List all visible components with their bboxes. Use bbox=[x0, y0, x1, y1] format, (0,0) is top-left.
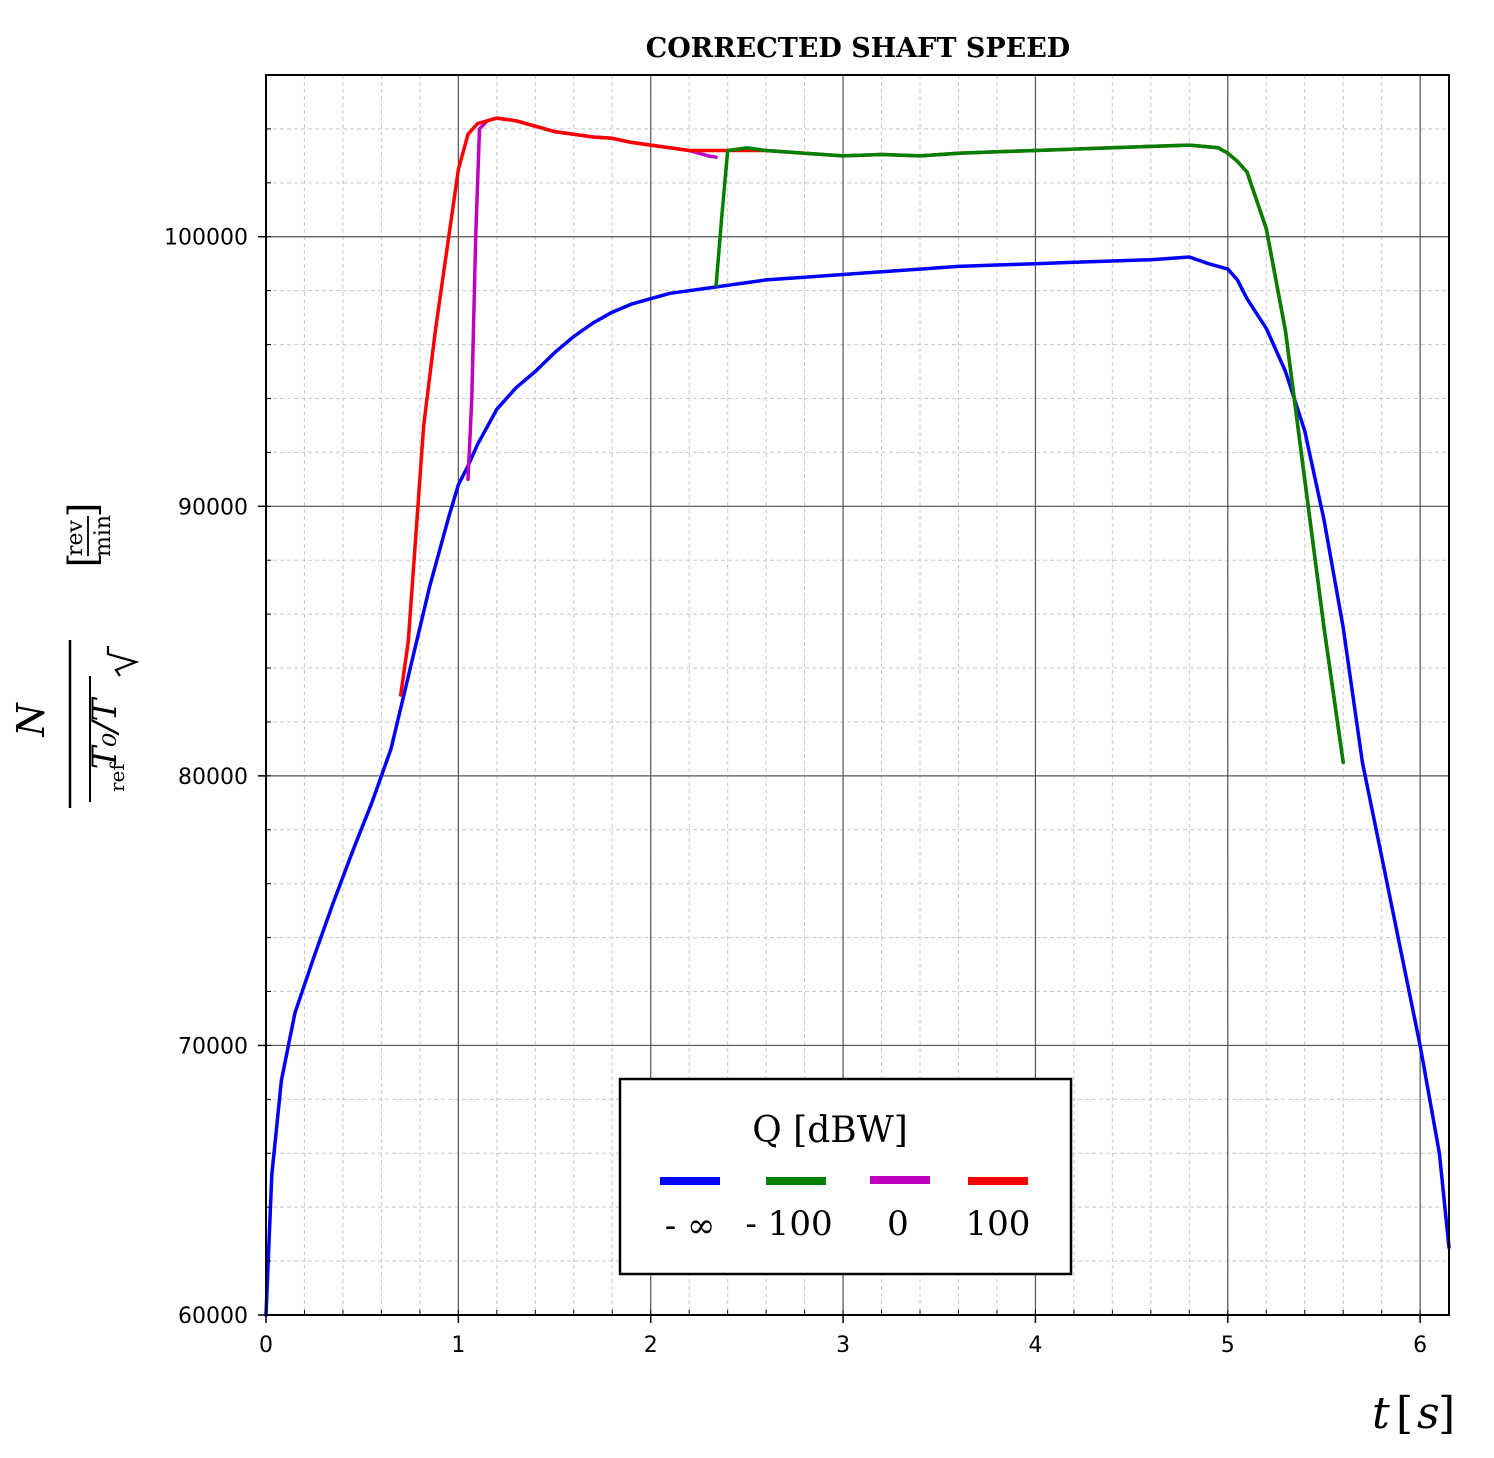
legend-box bbox=[618, 1077, 1073, 1276]
svg-text:ref: ref bbox=[105, 762, 129, 792]
svg-text:s: s bbox=[1417, 1388, 1440, 1439]
legend: Q [dBW] - ∞ - 100 0 100 bbox=[618, 1077, 1073, 1276]
y-axis-label: N T₀/T ref [ rev min ] bbox=[9, 503, 140, 808]
x-tick-label: 4 bbox=[1028, 1333, 1042, 1358]
svg-text:N: N bbox=[9, 702, 53, 738]
y-tick-label: 100000 bbox=[164, 226, 248, 251]
svg-text:[: [ bbox=[1396, 1388, 1413, 1439]
svg-text:[: [ bbox=[61, 553, 105, 568]
x-tick-label: 0 bbox=[259, 1333, 273, 1358]
svg-text:t: t bbox=[1372, 1388, 1390, 1439]
legend-label-100: 100 bbox=[966, 1204, 1031, 1244]
y-tick-label: 60000 bbox=[178, 1304, 248, 1329]
svg-text:T₀/T: T₀/T bbox=[85, 696, 125, 769]
svg-text:rev: rev bbox=[63, 519, 88, 556]
series-line-1 bbox=[714, 143, 1345, 765]
x-axis: 0 1 2 3 4 5 6 bbox=[259, 1310, 1427, 1358]
plot-frame bbox=[265, 74, 1450, 1316]
y-axis: 60000 70000 80000 90000 100000 bbox=[164, 74, 271, 1329]
legend-label-0: 0 bbox=[887, 1204, 909, 1244]
svg-text:]: ] bbox=[1438, 1388, 1455, 1439]
y-tick-label: 70000 bbox=[178, 1034, 248, 1059]
x-tick-label: 6 bbox=[1413, 1333, 1427, 1358]
series-line-3 bbox=[398, 116, 1345, 765]
series-layer bbox=[264, 116, 1451, 1317]
chart-title: CORRECTED SHAFT SPEED bbox=[646, 33, 1070, 64]
x-tick-label: 2 bbox=[644, 1333, 658, 1358]
x-tick-label: 3 bbox=[836, 1333, 850, 1358]
y-tick-label: 90000 bbox=[178, 495, 248, 520]
legend-title: Q [dBW] bbox=[752, 1110, 908, 1151]
y-tick-label: 80000 bbox=[178, 765, 248, 790]
x-tick-label: 1 bbox=[451, 1333, 465, 1358]
svg-text:min: min bbox=[91, 515, 116, 557]
series-line-2 bbox=[466, 116, 718, 482]
series-line-0 bbox=[264, 255, 1451, 1317]
x-tick-label: 5 bbox=[1221, 1333, 1235, 1358]
svg-text:]: ] bbox=[61, 503, 105, 518]
legend-label-minus-inf: - ∞ bbox=[665, 1206, 716, 1246]
legend-label-minus-100: - 100 bbox=[745, 1204, 832, 1244]
x-axis-label: t [ s ] bbox=[1372, 1388, 1455, 1439]
major-grid bbox=[265, 75, 1449, 1316]
